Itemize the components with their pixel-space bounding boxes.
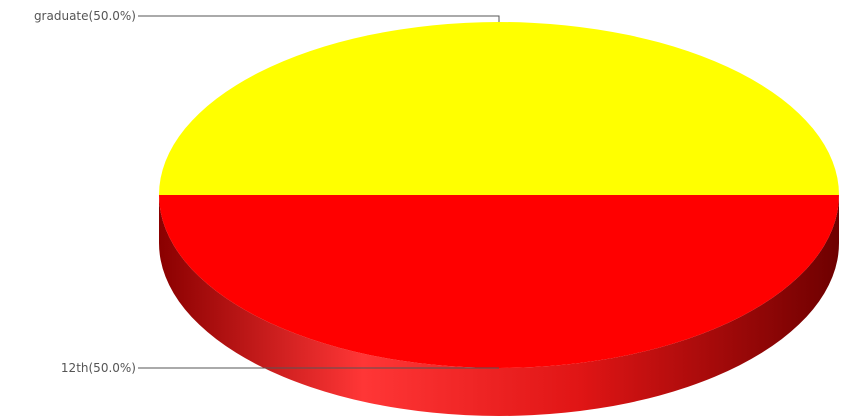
pie-slice-12th [159,195,839,368]
pie-side-wall [159,195,839,416]
slice-labels: graduate(50.0%) 12th(50.0%) [34,9,136,375]
pie-slices [159,22,839,368]
leader-line-0 [138,15,500,22]
slice-label-graduate: graduate(50.0%) [34,9,136,23]
pie-slice-graduate [159,22,839,195]
slice-label-12th: 12th(50.0%) [61,361,136,375]
leader-lines [138,15,500,369]
